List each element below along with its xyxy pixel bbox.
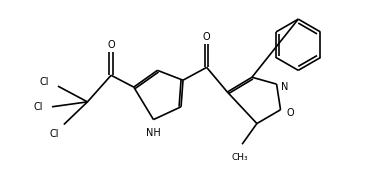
Text: Cl: Cl (49, 129, 59, 139)
Text: NH: NH (146, 129, 161, 138)
Text: O: O (287, 108, 294, 118)
Text: Cl: Cl (39, 77, 49, 87)
Text: CH₃: CH₃ (232, 153, 248, 162)
Text: N: N (281, 82, 288, 92)
Text: O: O (107, 40, 115, 50)
Text: O: O (203, 32, 210, 42)
Text: Cl: Cl (33, 102, 43, 112)
